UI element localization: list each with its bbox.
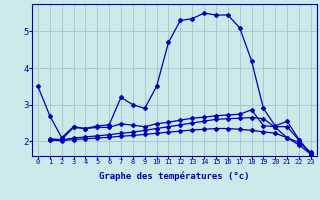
X-axis label: Graphe des températures (°c): Graphe des températures (°c) xyxy=(99,171,250,181)
